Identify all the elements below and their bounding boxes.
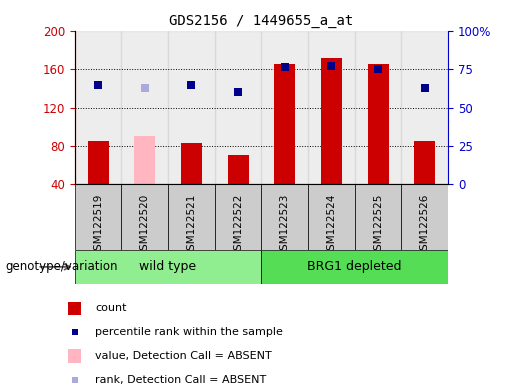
Bar — [274, 64, 295, 184]
Bar — [75, 31, 122, 184]
FancyBboxPatch shape — [168, 184, 215, 250]
Bar — [122, 31, 168, 184]
FancyBboxPatch shape — [355, 184, 401, 250]
FancyBboxPatch shape — [401, 184, 448, 250]
Bar — [261, 31, 308, 184]
Bar — [228, 155, 249, 184]
Text: GSM122522: GSM122522 — [233, 194, 243, 258]
Bar — [308, 31, 355, 184]
Text: GSM122524: GSM122524 — [327, 194, 336, 258]
Text: count: count — [95, 303, 127, 313]
Text: GSM122526: GSM122526 — [420, 194, 430, 258]
Bar — [134, 136, 155, 184]
FancyBboxPatch shape — [261, 184, 308, 250]
Text: wild type: wild type — [140, 260, 197, 273]
FancyBboxPatch shape — [215, 184, 261, 250]
Bar — [68, 301, 81, 315]
FancyBboxPatch shape — [261, 250, 448, 284]
Text: percentile rank within the sample: percentile rank within the sample — [95, 328, 283, 338]
FancyBboxPatch shape — [75, 184, 122, 250]
Text: GSM122519: GSM122519 — [93, 194, 103, 258]
FancyBboxPatch shape — [122, 184, 168, 250]
Bar — [68, 349, 81, 363]
Bar — [181, 143, 202, 184]
Text: GSM122521: GSM122521 — [186, 194, 196, 258]
Text: GSM122523: GSM122523 — [280, 194, 290, 258]
Bar — [368, 64, 388, 184]
Bar — [168, 31, 215, 184]
Bar — [414, 141, 435, 184]
Text: value, Detection Call = ABSENT: value, Detection Call = ABSENT — [95, 351, 272, 361]
Bar — [88, 141, 109, 184]
Text: GSM122520: GSM122520 — [140, 194, 150, 257]
Bar — [215, 31, 261, 184]
Bar — [355, 31, 401, 184]
Text: GSM122525: GSM122525 — [373, 194, 383, 258]
FancyBboxPatch shape — [75, 250, 261, 284]
Title: GDS2156 / 1449655_a_at: GDS2156 / 1449655_a_at — [169, 14, 353, 28]
Text: rank, Detection Call = ABSENT: rank, Detection Call = ABSENT — [95, 375, 267, 384]
Bar — [321, 58, 342, 184]
Text: genotype/variation: genotype/variation — [5, 260, 117, 273]
FancyBboxPatch shape — [308, 184, 355, 250]
Text: BRG1 depleted: BRG1 depleted — [307, 260, 402, 273]
Bar — [401, 31, 448, 184]
